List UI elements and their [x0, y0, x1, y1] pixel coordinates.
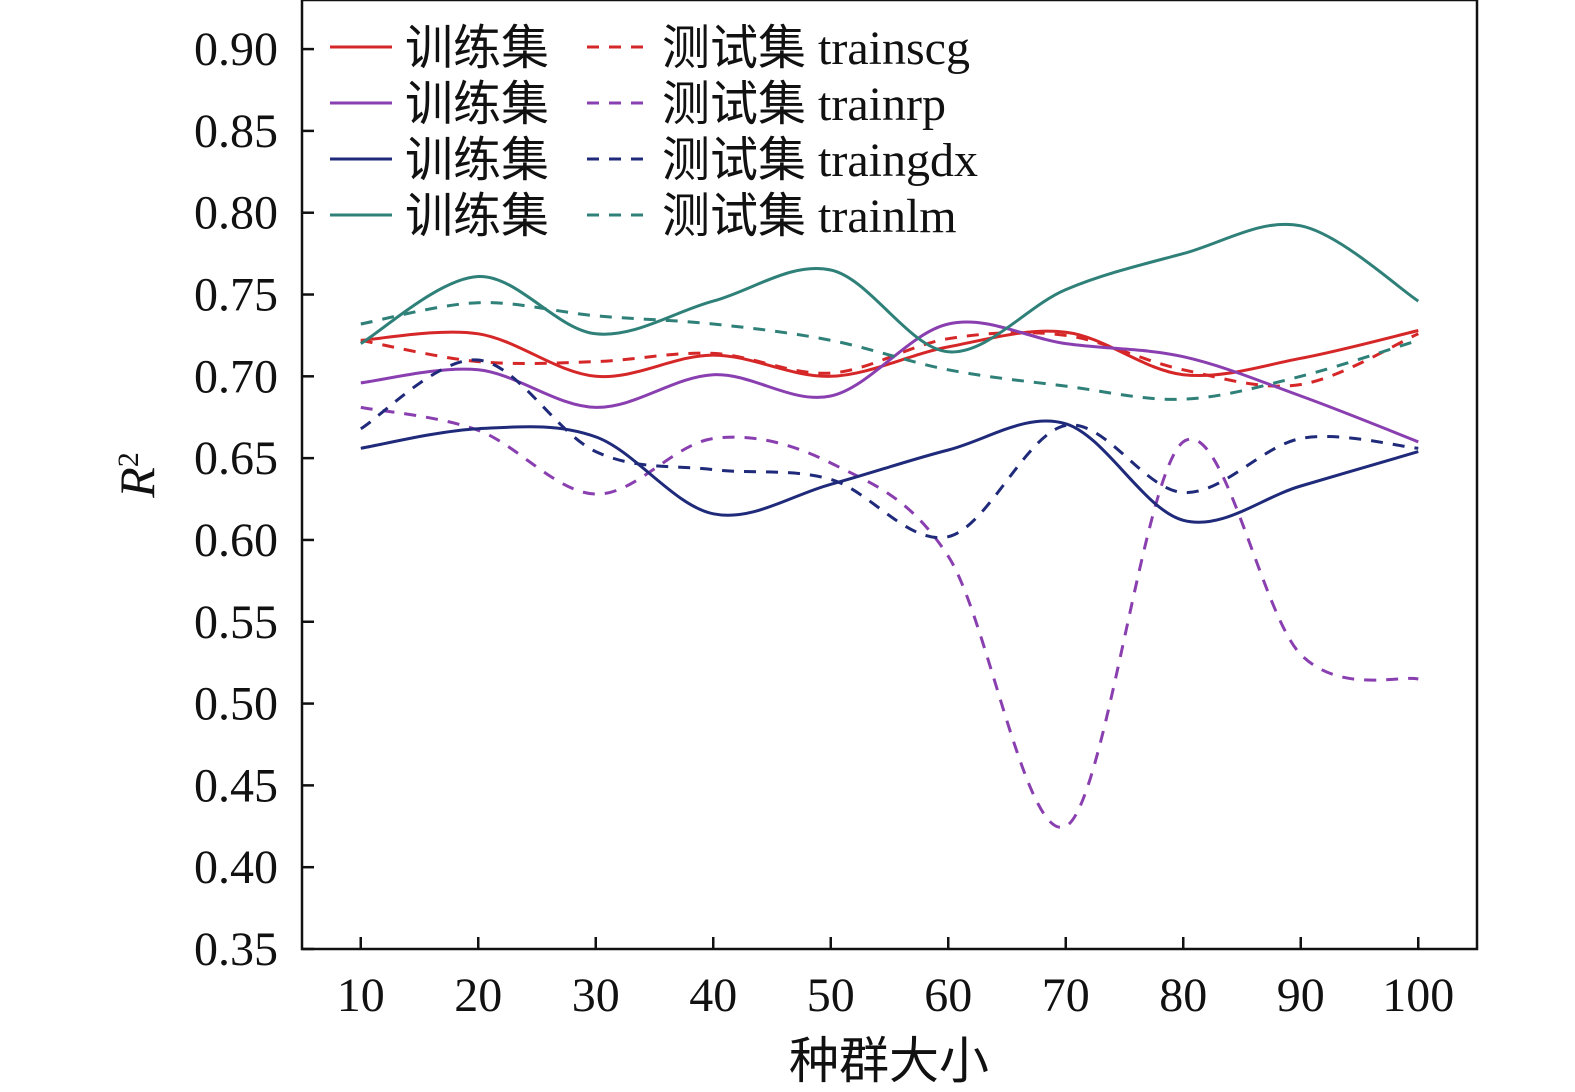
x-tick-label: 10 — [337, 969, 385, 1022]
y-tick-label: 0.50 — [194, 678, 278, 731]
x-tick-label: 40 — [689, 969, 737, 1022]
series-line-train-traingdx — [360, 419, 1419, 524]
x-tick-label: 80 — [1159, 969, 1207, 1022]
series-line-train-trainrp — [360, 320, 1419, 444]
y-tick-label: 0.35 — [194, 923, 278, 976]
series-line-train-trainlm — [360, 222, 1420, 354]
series-line-test-traingdx — [360, 358, 1419, 540]
y-tick-label: 0.65 — [194, 432, 278, 485]
y-tick-label: 0.40 — [194, 841, 278, 894]
x-tick-label: 50 — [807, 969, 855, 1022]
x-tick-label: 100 — [1382, 969, 1454, 1022]
legend-label-test: 测试集 trainrp — [662, 78, 946, 131]
y-tick-label: 0.75 — [194, 269, 278, 322]
legend-label-test: 测试集 traingdx — [662, 134, 978, 187]
y-tick-label: 0.45 — [194, 759, 278, 812]
series-line-test-trainscg — [360, 331, 1419, 388]
y-tick-label: 0.80 — [194, 187, 278, 240]
x-tick-label: 60 — [924, 969, 972, 1022]
y-axis: 0.90 0.85 0.80 0.75 0.70 0.65 0.60 0.55 0.50 0.45… — [194, 23, 314, 976]
y-axis-title-superscript: 2 — [112, 452, 145, 467]
series-layer — [360, 222, 1420, 829]
legend-label-train: 训练集 — [405, 22, 549, 75]
legend-label-test: 测试集 trainscg — [662, 22, 970, 75]
legend-label-train: 训练集 — [405, 190, 549, 243]
series-line-test-trainlm — [360, 301, 1419, 401]
series-line-test-trainrp — [360, 405, 1419, 829]
y-tick-label: 0.60 — [194, 514, 278, 567]
y-axis-title-main: R — [109, 467, 165, 499]
x-axis-title: 种群大小 — [789, 1033, 989, 1089]
x-tick-label: 30 — [572, 969, 620, 1022]
y-tick-label: 0.90 — [194, 23, 278, 76]
y-tick-label: 0.55 — [194, 596, 278, 649]
legend-label-train: 训练集 — [405, 134, 549, 187]
legend-label-train: 训练集 — [405, 78, 549, 131]
legend-label-test: 测试集 trainlm — [662, 190, 957, 243]
x-tick-label: 20 — [454, 969, 502, 1022]
x-axis: 10 20 30 40 50 60 70 80 90 100 — [337, 937, 1454, 1022]
x-tick-label: 70 — [1042, 969, 1090, 1022]
y-tick-label: 0.70 — [194, 350, 278, 403]
y-tick-label: 0.85 — [194, 105, 278, 158]
x-tick-label: 90 — [1277, 969, 1325, 1022]
y-axis-title: R2 — [109, 452, 165, 499]
plot-frame — [300, 0, 1479, 951]
